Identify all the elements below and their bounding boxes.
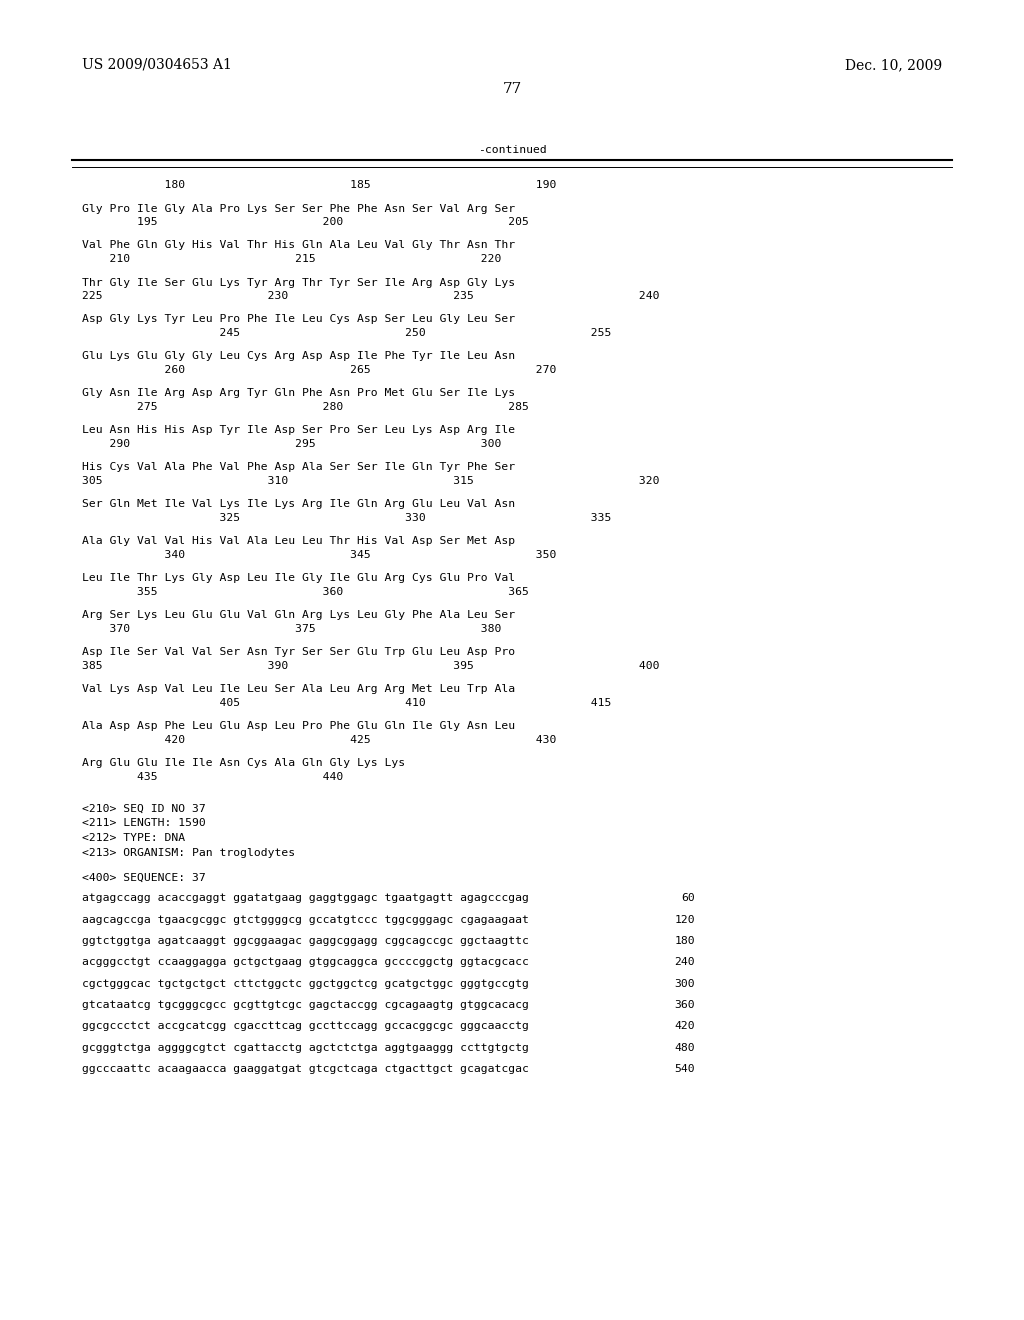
Text: 77: 77 [503, 82, 521, 96]
Text: Ser Gln Met Ile Val Lys Ile Lys Arg Ile Gln Arg Glu Leu Val Asn: Ser Gln Met Ile Val Lys Ile Lys Arg Ile … [82, 499, 515, 510]
Text: 385                        390                        395                       : 385 390 395 [82, 661, 659, 671]
Text: 180: 180 [675, 936, 695, 946]
Text: Gly Pro Ile Gly Ala Pro Lys Ser Ser Phe Phe Asn Ser Val Arg Ser: Gly Pro Ile Gly Ala Pro Lys Ser Ser Phe … [82, 203, 515, 214]
Text: Dec. 10, 2009: Dec. 10, 2009 [845, 58, 942, 73]
Text: Leu Ile Thr Lys Gly Asp Leu Ile Gly Ile Glu Arg Cys Glu Pro Val: Leu Ile Thr Lys Gly Asp Leu Ile Gly Ile … [82, 573, 515, 583]
Text: 305                        310                        315                       : 305 310 315 [82, 477, 659, 486]
Text: gtcataatcg tgcgggcgcc gcgttgtcgc gagctaccgg cgcagaagtg gtggcacacg: gtcataatcg tgcgggcgcc gcgttgtcgc gagctac… [82, 1001, 528, 1010]
Text: 240: 240 [675, 957, 695, 968]
Text: 300: 300 [675, 978, 695, 989]
Text: 260                        265                        270: 260 265 270 [82, 366, 556, 375]
Text: 195                        200                        205: 195 200 205 [82, 216, 528, 227]
Text: Leu Asn His His Asp Tyr Ile Asp Ser Pro Ser Leu Lys Asp Arg Ile: Leu Asn His His Asp Tyr Ile Asp Ser Pro … [82, 425, 515, 436]
Text: Ala Asp Asp Phe Leu Glu Asp Leu Pro Phe Glu Gln Ile Gly Asn Leu: Ala Asp Asp Phe Leu Glu Asp Leu Pro Phe … [82, 722, 515, 731]
Text: <211> LENGTH: 1590: <211> LENGTH: 1590 [82, 818, 206, 828]
Text: 325                        330                        335: 325 330 335 [82, 513, 611, 523]
Text: 480: 480 [675, 1043, 695, 1052]
Text: Val Phe Gln Gly His Val Thr His Gln Ala Leu Val Gly Thr Asn Thr: Val Phe Gln Gly His Val Thr His Gln Ala … [82, 240, 515, 251]
Text: cgctgggcac tgctgctgct cttctggctc ggctggctcg gcatgctggc gggtgccgtg: cgctgggcac tgctgctgct cttctggctc ggctggc… [82, 978, 528, 989]
Text: Gly Asn Ile Arg Asp Arg Tyr Gln Phe Asn Pro Met Glu Ser Ile Lys: Gly Asn Ile Arg Asp Arg Tyr Gln Phe Asn … [82, 388, 515, 399]
Text: 290                        295                        300: 290 295 300 [82, 440, 502, 449]
Text: 540: 540 [675, 1064, 695, 1074]
Text: atgagccagg acaccgaggt ggatatgaag gaggtggagc tgaatgagtt agagcccgag: atgagccagg acaccgaggt ggatatgaag gaggtgg… [82, 894, 528, 903]
Text: 420                        425                        430: 420 425 430 [82, 735, 556, 744]
Text: <400> SEQUENCE: 37: <400> SEQUENCE: 37 [82, 873, 206, 883]
Text: 60: 60 [681, 894, 695, 903]
Text: <212> TYPE: DNA: <212> TYPE: DNA [82, 833, 185, 843]
Text: Arg Ser Lys Leu Glu Glu Val Gln Arg Lys Leu Gly Phe Ala Leu Ser: Arg Ser Lys Leu Glu Glu Val Gln Arg Lys … [82, 610, 515, 620]
Text: 435                        440: 435 440 [82, 772, 343, 781]
Text: 360: 360 [675, 1001, 695, 1010]
Text: 370                        375                        380: 370 375 380 [82, 624, 502, 634]
Text: 120: 120 [675, 915, 695, 925]
Text: 420: 420 [675, 1022, 695, 1031]
Text: aagcagccga tgaacgcggc gtctggggcg gccatgtccc tggcgggagc cgagaagaat: aagcagccga tgaacgcggc gtctggggcg gccatgt… [82, 915, 528, 925]
Text: 355                        360                        365: 355 360 365 [82, 587, 528, 597]
Text: 245                        250                        255: 245 250 255 [82, 327, 611, 338]
Text: -continued: -continued [477, 145, 547, 154]
Text: 210                        215                        220: 210 215 220 [82, 253, 502, 264]
Text: 275                        280                        285: 275 280 285 [82, 403, 528, 412]
Text: Asp Ile Ser Val Val Ser Asn Tyr Ser Ser Glu Trp Glu Leu Asp Pro: Asp Ile Ser Val Val Ser Asn Tyr Ser Ser … [82, 648, 515, 657]
Text: US 2009/0304653 A1: US 2009/0304653 A1 [82, 58, 231, 73]
Text: 180                        185                        190: 180 185 190 [82, 180, 556, 190]
Text: <210> SEQ ID NO 37: <210> SEQ ID NO 37 [82, 804, 206, 813]
Text: ggcccaattc acaagaacca gaaggatgat gtcgctcaga ctgacttgct gcagatcgac: ggcccaattc acaagaacca gaaggatgat gtcgctc… [82, 1064, 528, 1074]
Text: 405                        410                        415: 405 410 415 [82, 698, 611, 708]
Text: Asp Gly Lys Tyr Leu Pro Phe Ile Leu Cys Asp Ser Leu Gly Leu Ser: Asp Gly Lys Tyr Leu Pro Phe Ile Leu Cys … [82, 314, 515, 325]
Text: Ala Gly Val Val His Val Ala Leu Leu Thr His Val Asp Ser Met Asp: Ala Gly Val Val His Val Ala Leu Leu Thr … [82, 536, 515, 546]
Text: Glu Lys Glu Gly Gly Leu Cys Arg Asp Asp Ile Phe Tyr Ile Leu Asn: Glu Lys Glu Gly Gly Leu Cys Arg Asp Asp … [82, 351, 515, 362]
Text: Arg Glu Glu Ile Ile Asn Cys Ala Gln Gly Lys Lys: Arg Glu Glu Ile Ile Asn Cys Ala Gln Gly … [82, 759, 406, 768]
Text: acgggcctgt ccaaggagga gctgctgaag gtggcaggca gccccggctg ggtacgcacc: acgggcctgt ccaaggagga gctgctgaag gtggcag… [82, 957, 528, 968]
Text: Val Lys Asp Val Leu Ile Leu Ser Ala Leu Arg Arg Met Leu Trp Ala: Val Lys Asp Val Leu Ile Leu Ser Ala Leu … [82, 685, 515, 694]
Text: 225                        230                        235                       : 225 230 235 [82, 290, 659, 301]
Text: 340                        345                        350: 340 345 350 [82, 550, 556, 560]
Text: <213> ORGANISM: Pan troglodytes: <213> ORGANISM: Pan troglodytes [82, 847, 295, 858]
Text: ggcgccctct accgcatcgg cgaccttcag gccttccagg gccacggcgc gggcaacctg: ggcgccctct accgcatcgg cgaccttcag gccttcc… [82, 1022, 528, 1031]
Text: Thr Gly Ile Ser Glu Lys Tyr Arg Thr Tyr Ser Ile Arg Asp Gly Lys: Thr Gly Ile Ser Glu Lys Tyr Arg Thr Tyr … [82, 277, 515, 288]
Text: gcgggtctga aggggcgtct cgattacctg agctctctga aggtgaaggg ccttgtgctg: gcgggtctga aggggcgtct cgattacctg agctctc… [82, 1043, 528, 1052]
Text: ggtctggtga agatcaaggt ggcggaagac gaggcggagg cggcagccgc ggctaagttc: ggtctggtga agatcaaggt ggcggaagac gaggcgg… [82, 936, 528, 946]
Text: His Cys Val Ala Phe Val Phe Asp Ala Ser Ser Ile Gln Tyr Phe Ser: His Cys Val Ala Phe Val Phe Asp Ala Ser … [82, 462, 515, 473]
